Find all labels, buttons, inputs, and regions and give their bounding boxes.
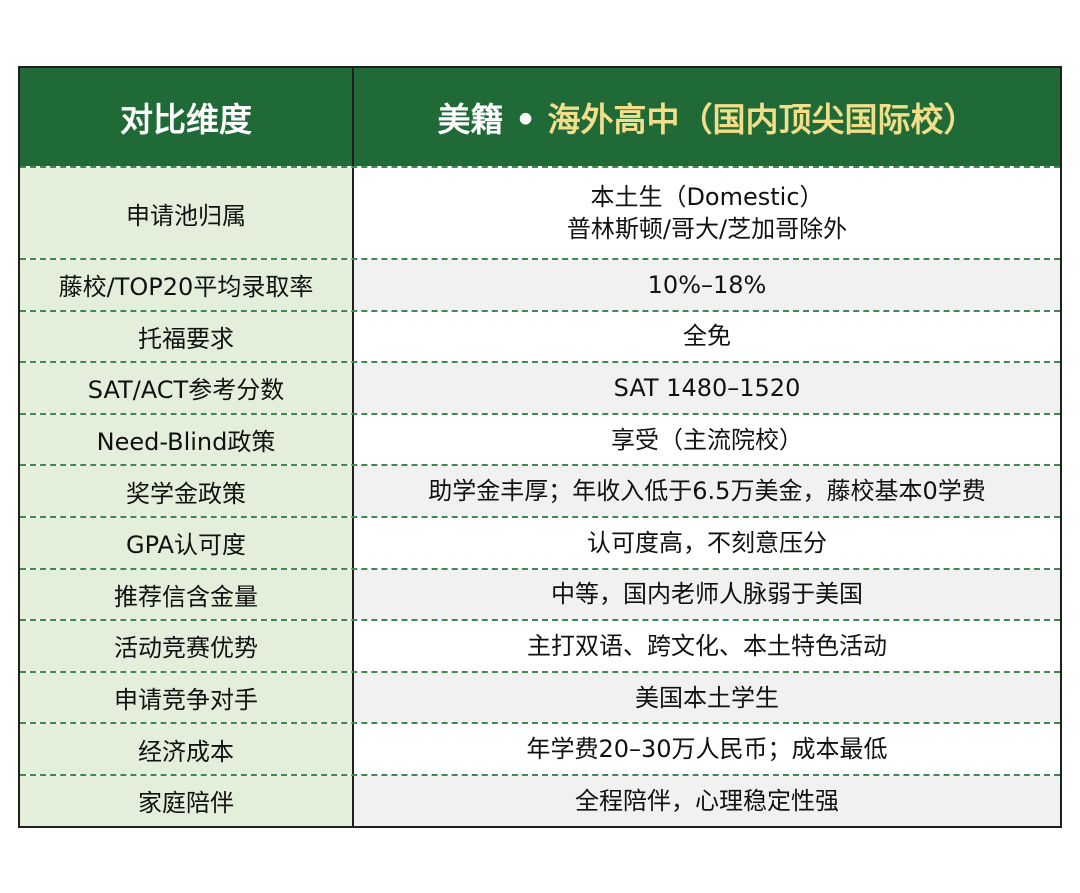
detail-line: 全免	[683, 322, 731, 351]
detail-cell: 全程陪伴，心理稳定性强	[354, 775, 1060, 826]
table-row: 家庭陪伴 全程陪伴，心理稳定性强	[20, 773, 1060, 826]
detail-cell: 本土生（Domestic） 普林斯顿/哥大/芝加哥除外	[354, 168, 1060, 258]
detail-cell: 全免	[354, 312, 1060, 362]
table-row: 托福要求 全免	[20, 309, 1060, 362]
detail-line: 年学费20–30万人民币；成本最低	[526, 735, 888, 764]
detail-line: SAT 1480–1520	[613, 373, 801, 402]
detail-cell: 助学金丰厚；年收入低于6.5万美金，藤校基本0学费	[354, 466, 1060, 516]
detail-line: 主打双语、跨文化、本土特色活动	[527, 631, 887, 660]
detail-line: 10%–18%	[647, 270, 767, 299]
dimension-cell: GPA认可度	[20, 517, 354, 568]
comparison-table: 对比维度 美籍 • 海外高中（国内顶尖国际校） 申请池归属 本土生（Domesti…	[18, 66, 1062, 828]
dimension-cell: 经济成本	[20, 724, 354, 774]
detail-cell: 享受（主流院校）	[354, 415, 1060, 465]
table-row: 活动竞赛优势 主打双语、跨文化、本土特色活动	[20, 619, 1060, 671]
header-cell: 美籍 • 海外高中（国内顶尖国际校）	[354, 68, 1060, 166]
detail-line: 全程陪伴，心理稳定性强	[575, 786, 839, 815]
detail-line: 普林斯顿/哥大/芝加哥除外	[566, 215, 848, 243]
table-row: 申请竞争对手 美国本土学生	[20, 670, 1060, 723]
dimension-cell: 活动竞赛优势	[20, 621, 354, 671]
header-highlight: 海外高中（国内顶尖国际校）	[547, 100, 977, 139]
detail-cell: 中等，国内老师人脉弱于美国	[354, 569, 1060, 620]
detail-cell: 主打双语、跨文化、本土特色活动	[354, 621, 1060, 671]
dimension-cell: 申请池归属	[20, 168, 354, 258]
header-prefix: 美籍 •	[437, 100, 548, 139]
detail-line: 认可度高，不刻意压分	[587, 528, 827, 557]
dimension-cell: 推荐信含金量	[20, 569, 354, 620]
table-row: Need-Blind政策 享受（主流院校）	[20, 412, 1060, 465]
dimension-cell: 家庭陪伴	[20, 775, 354, 826]
detail-cell: SAT 1480–1520	[354, 363, 1060, 413]
table-row: GPA认可度 认可度高，不刻意压分	[20, 515, 1060, 568]
dimension-cell: 藤校/TOP20平均录取率	[20, 260, 354, 310]
table-row: 经济成本 年学费20–30万人民币；成本最低	[20, 722, 1060, 774]
dimension-cell: 申请竞争对手	[20, 672, 354, 723]
detail-line: 助学金丰厚；年收入低于6.5万美金，藤校基本0学费	[428, 477, 986, 506]
detail-line: 享受（主流院校）	[611, 425, 803, 454]
detail-cell: 认可度高，不刻意压分	[354, 518, 1060, 568]
detail-cell: 10%–18%	[354, 260, 1060, 310]
header-row: 对比维度 美籍 • 海外高中（国内顶尖国际校）	[20, 68, 1060, 166]
detail-line: 中等，国内老师人脉弱于美国	[551, 580, 863, 609]
detail-cell: 美国本土学生	[354, 672, 1060, 723]
table-row: 申请池归属 本土生（Domestic） 普林斯顿/哥大/芝加哥除外	[20, 166, 1060, 258]
dimension-cell: 奖学金政策	[20, 466, 354, 516]
table-row: 推荐信含金量 中等，国内老师人脉弱于美国	[20, 567, 1060, 620]
table-row: 藤校/TOP20平均录取率 10%–18%	[20, 258, 1060, 310]
detail-cell: 年学费20–30万人民币；成本最低	[354, 724, 1060, 774]
table-row: 奖学金政策 助学金丰厚；年收入低于6.5万美金，藤校基本0学费	[20, 464, 1060, 516]
dimension-cell: 托福要求	[20, 311, 354, 362]
dimension-cell: SAT/ACT参考分数	[20, 363, 354, 413]
dimension-cell: Need-Blind政策	[20, 414, 354, 465]
detail-line: 美国本土学生	[635, 683, 779, 712]
detail-line: 本土生（Domestic）	[590, 183, 824, 211]
header-cell: 对比维度	[20, 68, 354, 166]
table-row: SAT/ACT参考分数 SAT 1480–1520	[20, 361, 1060, 413]
